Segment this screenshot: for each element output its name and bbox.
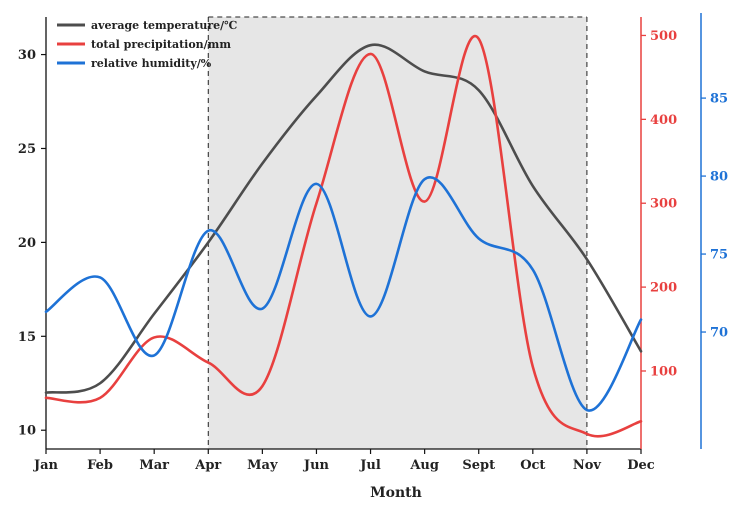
precipitation-tick-label: 500 [650,29,677,44]
x-axis-title: Month [370,485,422,501]
precipitation-tick-label: 200 [650,281,677,296]
x-tick-label: Apr [194,458,221,473]
x-tick-label: Jan [33,458,59,473]
left-tick-label: 30 [18,48,36,63]
x-tick-label: Sept [462,458,495,473]
precipitation-tick-label: 400 [650,113,677,128]
left-tick-label: 10 [18,424,36,439]
legend-item-precipitation: total precipitation/mm [57,38,231,51]
humidity-tick-label: 75 [710,248,728,263]
x-tick-label: Oct [520,458,545,473]
left-tick-label: 20 [18,236,36,251]
x-tick-label: Aug [409,458,439,473]
humidity-tick-label: 80 [710,170,728,185]
precipitation-tick-label: 100 [650,364,677,379]
left-tick-label: 25 [18,142,36,157]
x-tick-label: Mar [139,458,169,473]
x-tick-label: Feb [87,458,113,473]
legend-label: total precipitation/mm [91,38,231,51]
legend-item-humidity: relative humidity/% [57,57,212,70]
left-tick-label: 15 [18,330,36,345]
highlight-region [208,17,587,449]
precipitation-line [44,34,643,438]
x-tick-label: Dec [627,458,655,473]
legend-item-temperature: average temperature/℃ [57,19,237,32]
precipitation-tick-label: 300 [650,197,677,212]
legend-label: relative humidity/% [91,57,212,70]
humidity-line [44,176,643,412]
x-tick-label: Nov [573,458,602,473]
x-tick-label: Jun [303,458,330,473]
temperature-line [44,43,643,394]
x-tick-label: May [247,458,278,473]
humidity-tick-label: 70 [710,326,728,341]
legend-label: average temperature/℃ [91,19,237,32]
humidity-tick-label: 85 [710,92,728,107]
x-tick-label: Jul [359,458,381,473]
